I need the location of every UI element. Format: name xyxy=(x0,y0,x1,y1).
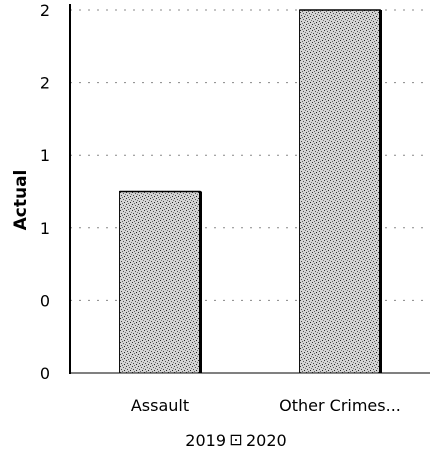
legend: 2019 ⊡ 2020 xyxy=(185,430,286,450)
y-tick-label: 0 xyxy=(40,364,50,383)
category-label: Assault xyxy=(131,396,189,415)
y-axis-label: Actual xyxy=(11,170,31,231)
legend-separator-icon: ⊡ xyxy=(229,430,242,449)
legend-series-2020: 2020 xyxy=(246,431,287,450)
y-tick-label: 1 xyxy=(40,146,50,165)
bar-2020-0 xyxy=(119,191,201,374)
y-tick-label: 1 xyxy=(40,219,50,238)
y-tick-label: 2 xyxy=(40,74,50,93)
category-labels: Assault Other Crimes... xyxy=(131,396,401,415)
bar-2020-1 xyxy=(299,9,381,374)
category-label: Other Crimes... xyxy=(279,396,401,415)
y-tick-label: 2 xyxy=(40,1,50,20)
y-tick-label: 0 xyxy=(40,291,50,310)
y-tick-labels: 0 0 1 1 2 2 xyxy=(40,1,50,383)
legend-series-2019: 2019 xyxy=(185,431,226,450)
grid-lines xyxy=(70,9,430,301)
bars xyxy=(119,9,382,374)
